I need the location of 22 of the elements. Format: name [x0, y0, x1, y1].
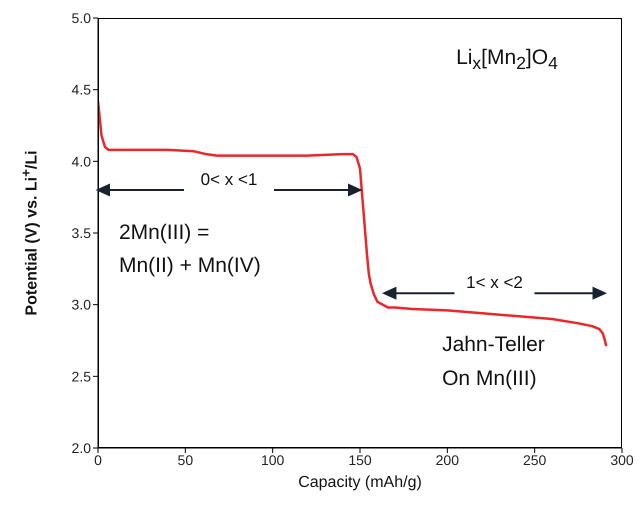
y-tick-label: 3.5 — [72, 224, 92, 241]
annotation: On Mn(III) — [442, 367, 537, 392]
y-tick-label: 4.0 — [72, 153, 92, 170]
x-tick-label: 250 — [522, 452, 547, 468]
y-tick-label: 2.0 — [72, 440, 92, 456]
x-tick-label: 50 — [178, 452, 194, 468]
y-tick-label: 4.5 — [72, 82, 92, 98]
x-tick-label: 300 — [610, 452, 634, 468]
x-tick-label: 150 — [348, 452, 372, 468]
annotation: Mn(II) + Mn(IV) — [118, 254, 261, 278]
x-tick-label: 100 — [260, 452, 285, 468]
y-tick-label: 2.5 — [72, 368, 92, 384]
annotation: Jahn-Teller — [442, 332, 545, 357]
annotation: 2Mn(III) = — [118, 221, 210, 245]
y-tick-label: 3.0 — [72, 296, 92, 313]
annotation: 0< x <1 — [200, 168, 258, 191]
y-tick-label: 5.0 — [72, 10, 92, 26]
annotation: Li$_{x}$[Mn$_{2}$]O$_{4}$ — [456, 46, 558, 76]
x-axis-title: Capacity (mAh/g) — [297, 474, 423, 492]
x-tick-label: 0 — [94, 452, 102, 468]
annotation: 1< x <2 — [466, 272, 523, 294]
x-tick-label: 200 — [436, 452, 460, 468]
